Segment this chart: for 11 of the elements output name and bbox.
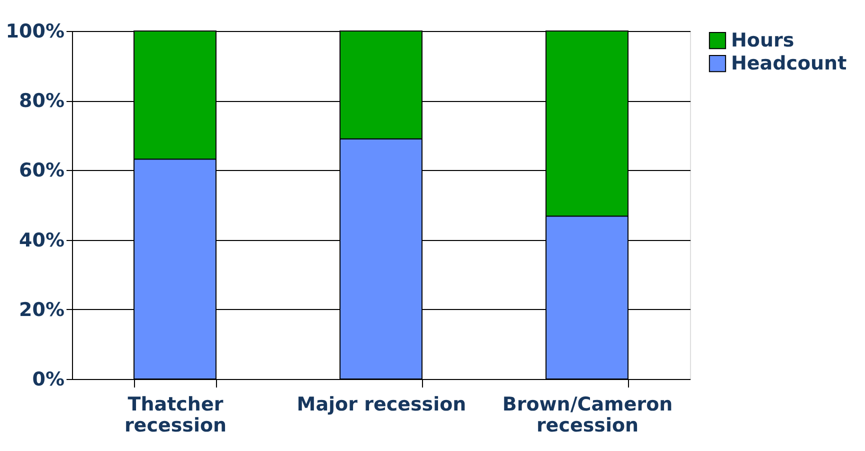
legend-label: Hours [731,30,794,52]
y-tick-label: 0% [32,368,64,390]
y-tick-label: 60% [19,160,64,182]
x-tick-label: Thatcher recession [124,394,227,436]
x-tick-label: Major recession [296,394,466,416]
y-tick-label: 100% [6,20,64,42]
x-tick-label: Brown/Cameron recession [502,394,673,436]
y-tick-label: 80% [19,90,64,112]
y-tick-label: 20% [19,298,64,321]
y-tick-label: 40% [19,229,64,252]
legend-label: Headcount [731,52,847,74]
